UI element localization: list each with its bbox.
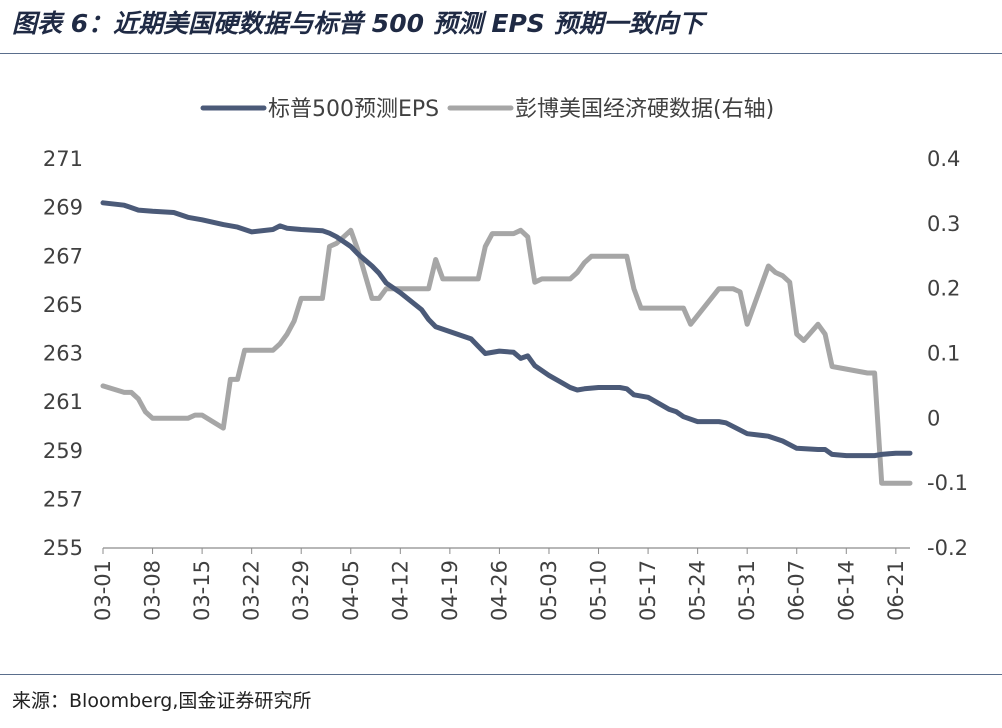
series-layer xyxy=(100,200,913,486)
x-tick-label: 05-10 xyxy=(587,560,611,621)
y-left-tick-label: 269 xyxy=(43,196,83,220)
x-tick-label: 03-08 xyxy=(141,560,165,621)
y-right-tick-label: 0.2 xyxy=(927,277,960,301)
x-tick-label: 03-22 xyxy=(240,560,264,621)
y-left-tick-label: 263 xyxy=(43,342,83,366)
x-tick-label: 06-14 xyxy=(834,560,858,621)
y-left-tick-label: 257 xyxy=(43,487,83,511)
legend: 标普500预测EPS 彭博美国经济硬数据(右轴) xyxy=(200,97,774,122)
x-tick-label: 04-26 xyxy=(487,560,511,621)
x-tick-label: 03-29 xyxy=(289,560,313,621)
x-tick-label: 04-19 xyxy=(438,560,462,621)
y-right-tick-label: 0.3 xyxy=(927,212,960,236)
series-line-eps xyxy=(100,200,913,459)
y-left-tick-label: 265 xyxy=(43,293,83,317)
axes: 03-01 03-08 03-15 03-22 03-29 04-05 04-12 04-19… xyxy=(43,147,968,621)
x-tick-label: 03-01 xyxy=(91,560,115,621)
y-left-tick-label: 267 xyxy=(43,244,83,268)
y-left-tick-label: 271 xyxy=(43,147,83,171)
chart-area: 03-01 03-08 03-15 03-22 03-29 04-05 04-12 04-19… xyxy=(43,97,968,621)
legend-label-hard-data: 彭博美国经济硬数据(右轴) xyxy=(515,97,774,122)
y-right-tick-label: 0.4 xyxy=(927,147,960,171)
x-tick-label: 04-05 xyxy=(339,560,363,621)
y-right-tick-label: 0.1 xyxy=(927,342,960,366)
series-line-hard-data xyxy=(100,227,913,486)
y-right-tick-label: 0 xyxy=(927,406,940,430)
source-note: 来源：Bloomberg,国金证券研究所 xyxy=(12,690,312,712)
y-right-tick-label: -0.2 xyxy=(927,536,968,560)
x-tick-label: 05-24 xyxy=(686,560,710,621)
y-right-tick-label: -0.1 xyxy=(927,471,968,495)
x-tick-label: 06-07 xyxy=(785,560,809,621)
y-left-tick-label: 261 xyxy=(43,390,83,414)
x-tick-label: 04-12 xyxy=(388,560,412,621)
source-divider xyxy=(0,674,1002,675)
x-tick-label: 03-15 xyxy=(190,560,214,621)
x-tick-label: 05-03 xyxy=(537,560,561,621)
y-left-tick-label: 259 xyxy=(43,439,83,463)
x-tick-label: 05-31 xyxy=(735,560,759,621)
title-divider xyxy=(0,53,1002,54)
figure-title: 图表 6：近期美国硬数据与标普 500 预测 EPS 预期一致向下 xyxy=(12,9,704,38)
x-tick-label: 05-17 xyxy=(636,560,660,621)
y-left-tick-label: 255 xyxy=(43,536,83,560)
legend-label-eps: 标普500预测EPS xyxy=(268,97,439,122)
x-tick-label: 06-21 xyxy=(884,560,908,621)
